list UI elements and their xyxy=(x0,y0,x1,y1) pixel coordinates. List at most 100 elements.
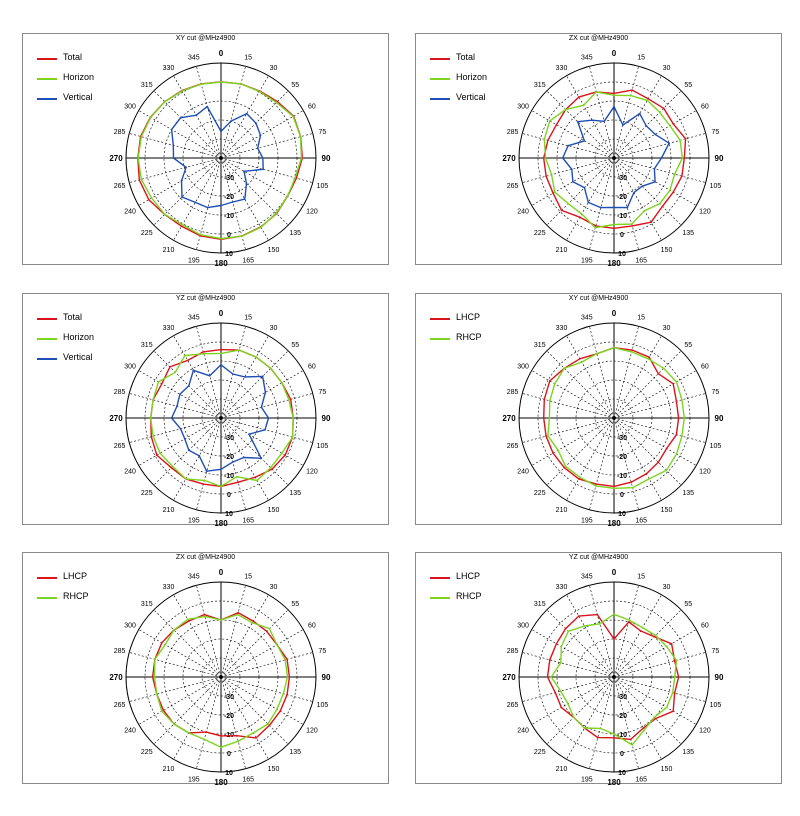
grid-spoke xyxy=(546,676,615,745)
data-point-lhcp xyxy=(578,357,581,360)
grid-spoke xyxy=(220,75,269,159)
legend-swatch xyxy=(37,78,57,80)
data-point-rhcp xyxy=(547,434,549,437)
data-point-rhcp xyxy=(563,367,566,370)
data-point-horizon xyxy=(291,436,294,439)
angle-label: 285 xyxy=(114,389,126,396)
angle-label: 210 xyxy=(556,507,568,514)
data-point-horizon xyxy=(553,191,556,194)
angle-label: 150 xyxy=(268,766,280,773)
data-point-total xyxy=(237,481,240,484)
ring-label: 10 xyxy=(225,770,233,777)
grid-spoke xyxy=(220,133,313,159)
angle-label: 30 xyxy=(270,325,278,332)
data-point-lhcp xyxy=(657,461,660,464)
data-point-vertical xyxy=(176,405,178,408)
chart-panel-zx-cp: 0 15 30 55 60 75 90 105 120 135 150 165 180 195 210 225… xyxy=(22,552,389,785)
data-point-lhcp xyxy=(654,717,657,720)
legend-swatch xyxy=(37,597,57,599)
data-point-rhcp xyxy=(154,658,156,661)
angle-label: 225 xyxy=(141,749,153,756)
data-point-rhcp xyxy=(164,643,167,646)
data-point-lhcp xyxy=(577,615,580,617)
chart-panel-yz-3way: 0 15 30 55 60 75 90 105 120 135 150 165 180 195 210 225… xyxy=(22,293,389,526)
grid-spoke xyxy=(220,350,289,419)
data-point-lhcp xyxy=(673,659,676,662)
data-point-vertical xyxy=(572,180,574,183)
data-point-vertical xyxy=(243,376,246,378)
data-point-horizon xyxy=(673,173,676,176)
angle-label: 120 xyxy=(306,469,318,476)
legend-swatch xyxy=(430,597,450,599)
data-point-vertical xyxy=(654,133,656,136)
data-point-vertical xyxy=(206,105,209,108)
angle-label: 195 xyxy=(188,257,200,264)
data-point-rhcp xyxy=(613,346,615,349)
data-point-vertical xyxy=(633,191,635,194)
ring-label: -30 xyxy=(617,175,627,182)
angle-label: 270 xyxy=(109,154,123,163)
data-point-horizon xyxy=(184,354,186,357)
grid-spoke xyxy=(220,90,289,159)
angle-label: 265 xyxy=(114,443,126,450)
legend-swatch xyxy=(430,338,450,340)
grid-spoke xyxy=(613,676,706,702)
grid-spoke xyxy=(613,66,639,159)
angle-label: 345 xyxy=(581,315,593,322)
data-point-horizon xyxy=(149,116,152,119)
data-point-vertical xyxy=(638,112,641,115)
ring-label: 10 xyxy=(618,770,626,777)
angle-label: 105 xyxy=(317,183,329,190)
angle-label: 75 xyxy=(712,129,720,136)
series-line-horizon xyxy=(137,81,303,240)
data-point-horizon xyxy=(157,381,160,383)
series-line-vertical xyxy=(170,105,264,209)
grid-spoke xyxy=(613,417,706,443)
data-point-total xyxy=(578,216,581,219)
data-point-rhcp xyxy=(153,676,156,678)
data-point-horizon xyxy=(137,157,140,159)
data-point-vertical xyxy=(260,457,263,460)
data-point-rhcp xyxy=(237,740,240,743)
data-point-vertical xyxy=(641,185,644,188)
ring-label: -30 xyxy=(224,694,234,701)
grid-spoke xyxy=(566,594,615,678)
data-point-total xyxy=(155,454,158,456)
data-point-rhcp xyxy=(675,381,678,383)
angle-label: 315 xyxy=(534,601,546,608)
angle-label: 345 xyxy=(581,55,593,62)
data-point-vertical xyxy=(262,168,265,171)
data-point-rhcp xyxy=(641,626,644,629)
data-point-rhcp xyxy=(613,487,615,490)
grid-spoke xyxy=(613,652,706,678)
angle-label: 180 xyxy=(607,259,621,266)
grid-spoke xyxy=(173,335,222,419)
data-point-total xyxy=(662,107,665,110)
data-point-total xyxy=(577,96,580,98)
grid-spoke xyxy=(531,629,615,678)
angle-label: 330 xyxy=(556,584,568,591)
data-point-rhcp xyxy=(155,693,158,696)
angle-label: 195 xyxy=(188,776,200,783)
angle-label: 345 xyxy=(188,55,200,62)
data-point-rhcp xyxy=(653,716,656,719)
data-point-rhcp xyxy=(220,619,222,621)
data-point-vertical xyxy=(170,417,173,419)
polar-plot: 0 15 30 55 60 75 90 105 120 135 150 165 180 195 210 225… xyxy=(502,309,724,526)
ring-label: -20 xyxy=(224,454,234,461)
angle-label: 300 xyxy=(517,623,529,630)
data-point-lhcp xyxy=(286,658,288,661)
data-point-rhcp xyxy=(595,352,598,355)
data-point-horizon xyxy=(292,115,294,118)
data-point-rhcp xyxy=(580,361,583,363)
data-point-vertical xyxy=(192,369,195,372)
data-point-lhcp xyxy=(252,620,255,622)
data-point-vertical xyxy=(583,140,586,142)
data-point-total xyxy=(647,97,650,100)
data-point-total xyxy=(552,192,554,195)
angle-label: 0 xyxy=(219,309,224,318)
data-point-total xyxy=(150,435,153,438)
data-point-vertical xyxy=(231,461,234,463)
data-point-lhcp xyxy=(613,485,615,488)
data-point-lhcp xyxy=(554,691,557,694)
